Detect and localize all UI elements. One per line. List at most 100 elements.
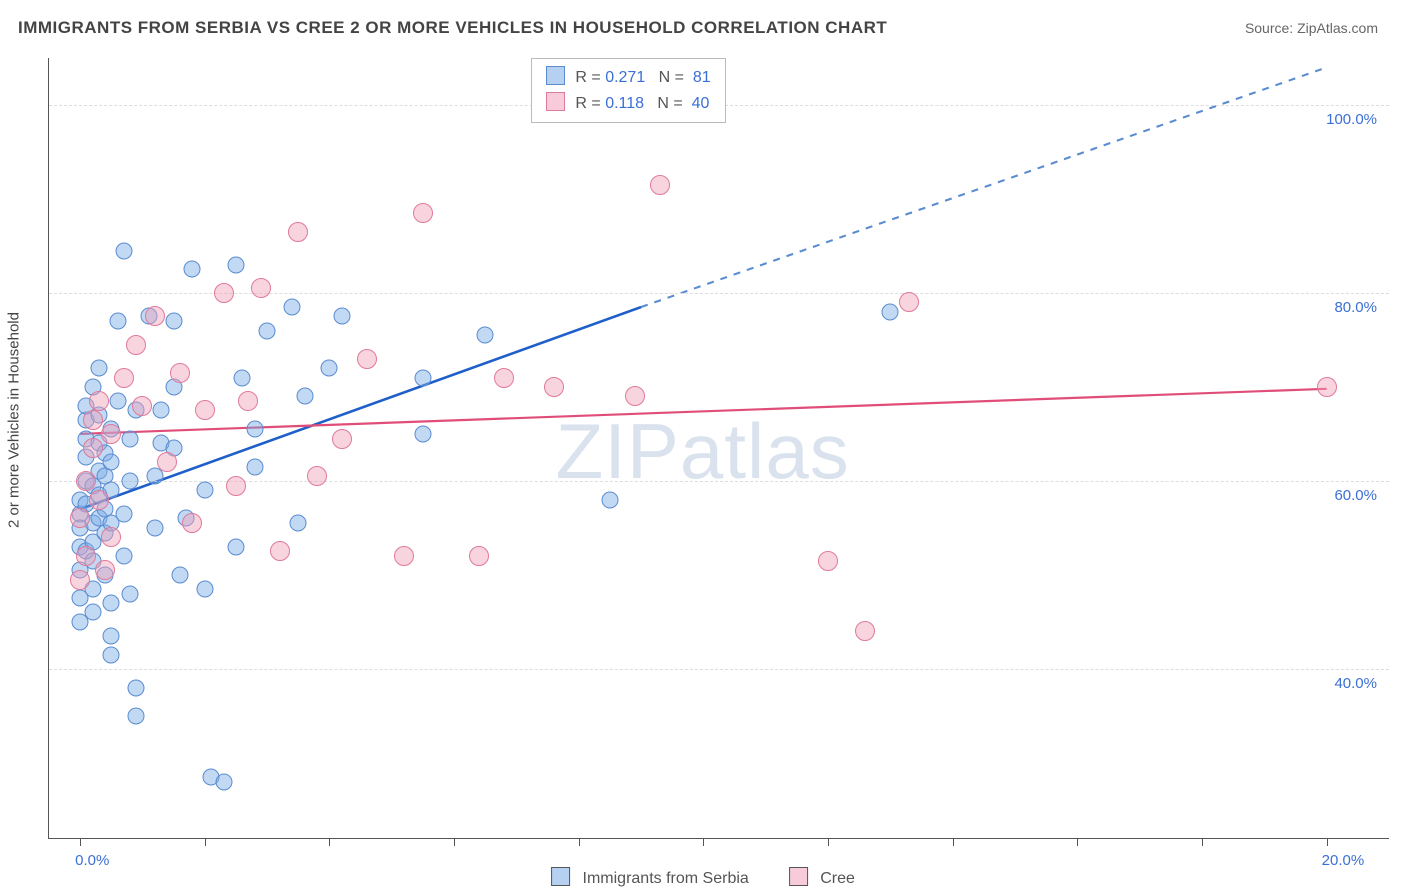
data-point <box>103 595 120 612</box>
data-point <box>146 519 163 536</box>
data-point <box>215 773 232 790</box>
data-point <box>122 472 139 489</box>
data-point <box>196 580 213 597</box>
data-point <box>414 369 431 386</box>
swatch-blue-icon <box>546 66 565 85</box>
x-tick <box>953 838 954 846</box>
data-point <box>251 278 271 298</box>
data-point <box>284 299 301 316</box>
data-point <box>103 454 120 471</box>
x-tick <box>1202 838 1203 846</box>
data-point <box>494 368 514 388</box>
data-point <box>414 425 431 442</box>
data-point <box>196 482 213 499</box>
stat-n: 40 <box>692 95 710 112</box>
data-point <box>84 604 101 621</box>
data-point <box>357 349 377 369</box>
data-point <box>469 546 489 566</box>
legend-label-cree: Cree <box>820 870 855 887</box>
data-point <box>650 175 670 195</box>
data-point <box>544 377 564 397</box>
data-point <box>855 621 875 641</box>
x-tick <box>329 838 330 846</box>
data-point <box>332 429 352 449</box>
data-point <box>246 421 263 438</box>
data-point <box>170 363 190 383</box>
x-tick <box>703 838 704 846</box>
data-point <box>165 313 182 330</box>
data-point <box>477 327 494 344</box>
x-tick-label: 0.0% <box>75 852 109 869</box>
source-label: Source: ZipAtlas.com <box>1245 20 1378 36</box>
data-point <box>195 400 215 420</box>
x-tick <box>579 838 580 846</box>
data-point <box>290 515 307 532</box>
data-point <box>307 466 327 486</box>
data-point <box>171 566 188 583</box>
gridline <box>49 481 1389 482</box>
data-point <box>89 391 109 411</box>
chart-title: IMMIGRANTS FROM SERBIA VS CREE 2 OR MORE… <box>18 18 887 38</box>
x-tick <box>205 838 206 846</box>
data-point <box>115 548 132 565</box>
gridline <box>49 669 1389 670</box>
y-tick-label: 40.0% <box>1334 675 1377 692</box>
data-point <box>70 508 90 528</box>
y-axis-label: 2 or more Vehicles in Household <box>6 312 23 528</box>
x-tick-label: 20.0% <box>1322 852 1365 869</box>
data-point <box>227 256 244 273</box>
swatch-blue-icon <box>551 867 570 886</box>
data-point <box>270 541 290 561</box>
data-point <box>899 292 919 312</box>
stat-r: 0.271 <box>605 69 645 86</box>
y-tick-label: 60.0% <box>1334 487 1377 504</box>
x-tick <box>1077 838 1078 846</box>
x-tick <box>828 838 829 846</box>
data-point <box>321 360 338 377</box>
legend-item-cree: Cree <box>789 867 855 888</box>
swatch-pink-icon <box>789 867 808 886</box>
stats-row: R = 0.118 N = 40 <box>546 91 710 117</box>
stat-r: 0.118 <box>605 95 644 112</box>
data-point <box>101 424 121 444</box>
data-point <box>103 646 120 663</box>
data-point <box>818 551 838 571</box>
data-point <box>882 303 899 320</box>
y-tick-label: 100.0% <box>1326 111 1377 128</box>
data-point <box>259 322 276 339</box>
data-point <box>184 261 201 278</box>
data-point <box>246 458 263 475</box>
data-point <box>126 335 146 355</box>
data-point <box>109 313 126 330</box>
data-point <box>115 505 132 522</box>
data-point <box>625 386 645 406</box>
data-point <box>76 546 96 566</box>
data-point <box>115 242 132 259</box>
x-tick <box>454 838 455 846</box>
data-point <box>288 222 308 242</box>
data-point <box>182 513 202 533</box>
data-point <box>109 393 126 410</box>
data-point <box>128 679 145 696</box>
stats-row: R = 0.271 N = 81 <box>546 65 710 91</box>
data-point <box>226 476 246 496</box>
data-point <box>95 560 115 580</box>
legend-label-serbia: Immigrants from Serbia <box>583 870 749 887</box>
data-point <box>1317 377 1337 397</box>
data-point <box>227 538 244 555</box>
data-point <box>153 402 170 419</box>
data-point <box>89 490 109 510</box>
data-point <box>122 430 139 447</box>
data-point <box>394 546 414 566</box>
legend-bottom: Immigrants from Serbia Cree <box>551 867 855 888</box>
data-point <box>132 396 152 416</box>
data-point <box>83 438 103 458</box>
x-tick <box>80 838 81 846</box>
data-point <box>145 306 165 326</box>
y-tick-label: 80.0% <box>1334 299 1377 316</box>
stats-box: R = 0.271 N = 81R = 0.118 N = 40 <box>531 58 725 123</box>
data-point <box>157 452 177 472</box>
plot-area: 40.0%60.0%80.0%100.0%ZIPatlasR = 0.271 N… <box>48 58 1389 839</box>
data-point <box>114 368 134 388</box>
data-point <box>214 283 234 303</box>
